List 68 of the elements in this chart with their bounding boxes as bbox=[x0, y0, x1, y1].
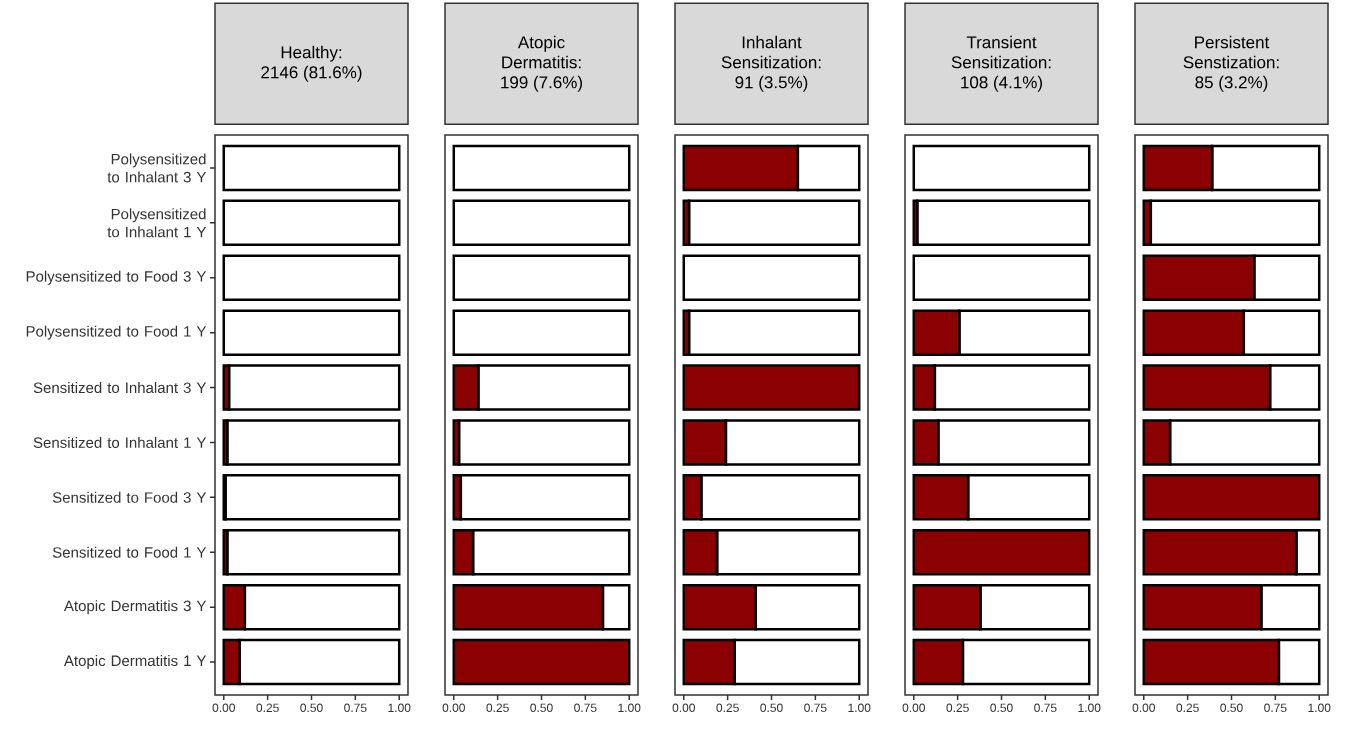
y-tick-label: Polysensitized to Food 1 Y bbox=[26, 325, 207, 340]
bar bbox=[222, 199, 401, 247]
bar bbox=[912, 529, 1091, 576]
chart-subtitle: 199 (7.6%) bbox=[501, 75, 582, 92]
x-tick-label: 1.00 bbox=[1078, 703, 1101, 713]
bar bbox=[452, 309, 631, 356]
chart-subtitle: 108 (4.1%) bbox=[961, 75, 1042, 92]
y-tick-label: Sensitized to Food 1 Y bbox=[52, 546, 207, 558]
y-tick-label: Polysensitized to Inhalant 3 Y bbox=[107, 153, 207, 183]
x-tick-label: 0.25 bbox=[486, 703, 509, 713]
x-tick-label: 0.75 bbox=[344, 703, 367, 713]
x-tick-label: 0.50 bbox=[760, 703, 783, 713]
bar bbox=[452, 254, 631, 301]
y-tick-label: Polysensitized to Inhalant 1 Y bbox=[107, 208, 207, 238]
x-tick-label: 0.75 bbox=[804, 703, 827, 713]
y-tick-label: Sensitized to Food 3 Y bbox=[52, 491, 207, 503]
bar bbox=[452, 144, 631, 192]
bar bbox=[457, 419, 631, 466]
bar bbox=[687, 199, 861, 247]
x-tick-label: 0.75 bbox=[574, 703, 597, 713]
x-tick-label: 1.00 bbox=[618, 703, 641, 713]
x-tick-label: 1.00 bbox=[848, 703, 871, 713]
x-tick-label: 0.75 bbox=[1034, 703, 1057, 713]
x-tick-label: 0.50 bbox=[530, 703, 553, 713]
chart-title: Persistent Senstization: bbox=[1183, 35, 1279, 69]
bar bbox=[682, 254, 861, 301]
bar bbox=[226, 529, 401, 576]
bar bbox=[916, 199, 1091, 247]
chart-subtitle: 2146 (81.6%) bbox=[261, 65, 362, 82]
bar bbox=[226, 419, 401, 466]
chart-subtitle: 91 (3.5%) bbox=[735, 75, 808, 92]
bar bbox=[682, 364, 861, 411]
x-tick-label: 0.00 bbox=[212, 703, 235, 713]
bar bbox=[222, 144, 401, 192]
chart-title: Atopic Dermatitis: bbox=[502, 35, 581, 69]
bar bbox=[452, 638, 631, 686]
x-tick-label: 0.00 bbox=[902, 703, 925, 713]
bar bbox=[687, 309, 861, 356]
bar bbox=[452, 199, 631, 247]
x-tick-label: 0.00 bbox=[1132, 703, 1155, 713]
bar bbox=[222, 254, 401, 301]
x-tick-label: 0.50 bbox=[1220, 703, 1243, 713]
chart-subtitle: 85 (3.2%) bbox=[1195, 75, 1268, 92]
x-tick-label: 0.00 bbox=[442, 703, 465, 713]
y-tick-label: Polysensitized to Food 3 Y bbox=[26, 270, 207, 285]
bar bbox=[224, 474, 401, 521]
chart-title: Healthy: bbox=[281, 45, 342, 62]
x-tick-label: 0.50 bbox=[300, 703, 323, 713]
x-tick-label: 0.75 bbox=[1264, 703, 1287, 713]
x-tick-label: 0.25 bbox=[946, 703, 969, 713]
y-tick-label: Sensitized to Inhalant 3 Y bbox=[33, 382, 207, 394]
x-tick-label: 0.25 bbox=[256, 703, 279, 713]
bar bbox=[222, 309, 401, 356]
bar bbox=[912, 254, 1091, 301]
y-tick-label: Atopic Dermatitis 1 Y bbox=[63, 655, 207, 670]
x-tick-label: 0.25 bbox=[716, 703, 739, 713]
chart-title: Inhalant Sensitization: bbox=[721, 35, 821, 69]
bar bbox=[912, 144, 1091, 192]
bar bbox=[227, 364, 401, 411]
x-tick-label: 1.00 bbox=[388, 703, 411, 713]
x-tick-label: 0.50 bbox=[990, 703, 1013, 713]
bar bbox=[1142, 474, 1321, 521]
x-tick-label: 0.25 bbox=[1176, 703, 1199, 713]
chart-title: Transient Sensitization: bbox=[951, 35, 1051, 69]
x-tick-label: 1.00 bbox=[1308, 703, 1331, 713]
x-tick-label: 0.00 bbox=[672, 703, 695, 713]
y-tick-label: Sensitized to Inhalant 1 Y bbox=[33, 436, 207, 448]
y-tick-label: Atopic Dermatitis 3 Y bbox=[63, 600, 207, 615]
